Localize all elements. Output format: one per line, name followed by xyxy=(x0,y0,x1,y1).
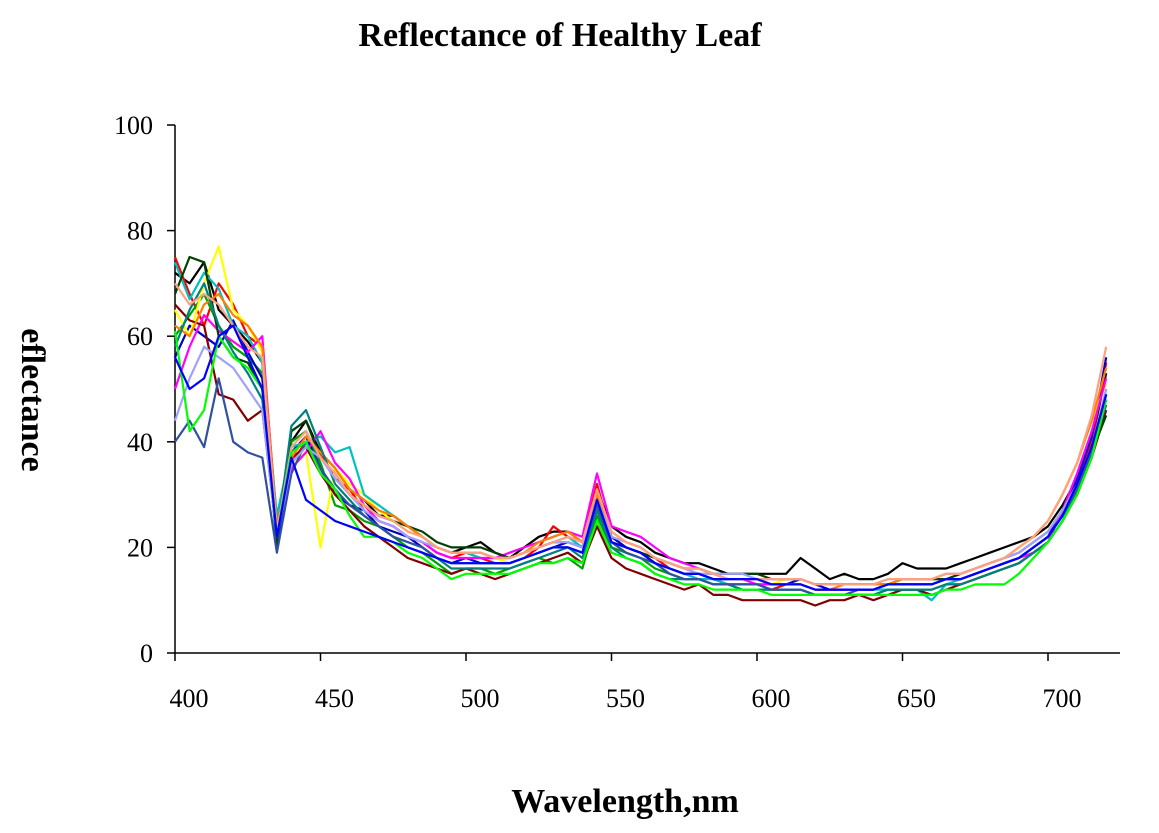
y-tick-label: 100 xyxy=(114,111,153,140)
series-line-5 xyxy=(174,245,1108,586)
x-tick-label: 550 xyxy=(606,684,645,713)
series-line-4 xyxy=(174,319,1108,591)
series-layer xyxy=(173,245,1108,607)
y-tick-label: 80 xyxy=(127,217,153,246)
y-tick-label: 20 xyxy=(127,533,153,562)
x-tick-label: 700 xyxy=(1043,684,1082,713)
x-tick-label: 450 xyxy=(315,684,354,713)
y-tick-label: 60 xyxy=(127,322,153,351)
series-line-9 xyxy=(173,255,1108,586)
series-line-14 xyxy=(174,282,1108,586)
y-tick-label: 0 xyxy=(140,639,153,668)
x-axis-label: Wavelength,nm xyxy=(511,783,739,820)
series-line-15 xyxy=(173,330,1108,597)
y-axis-label: eflectance xyxy=(14,328,51,471)
x-tick-label: 650 xyxy=(897,684,936,713)
series-line-16 xyxy=(174,324,1108,591)
series-line-8 xyxy=(174,303,1108,607)
x-tick-label: 500 xyxy=(461,684,500,713)
y-tick-label: 40 xyxy=(127,428,153,457)
series-line-2 xyxy=(173,256,1108,591)
axes: 0 20 40 60 80 100 400 450 500 550 600 650 700 xyxy=(114,111,1120,713)
x-tick-label: 600 xyxy=(752,684,791,713)
chart-title: Reflectance of Healthy Leaf xyxy=(358,17,762,54)
x-tick-label: 400 xyxy=(170,684,209,713)
series-line-1 xyxy=(174,261,1108,581)
